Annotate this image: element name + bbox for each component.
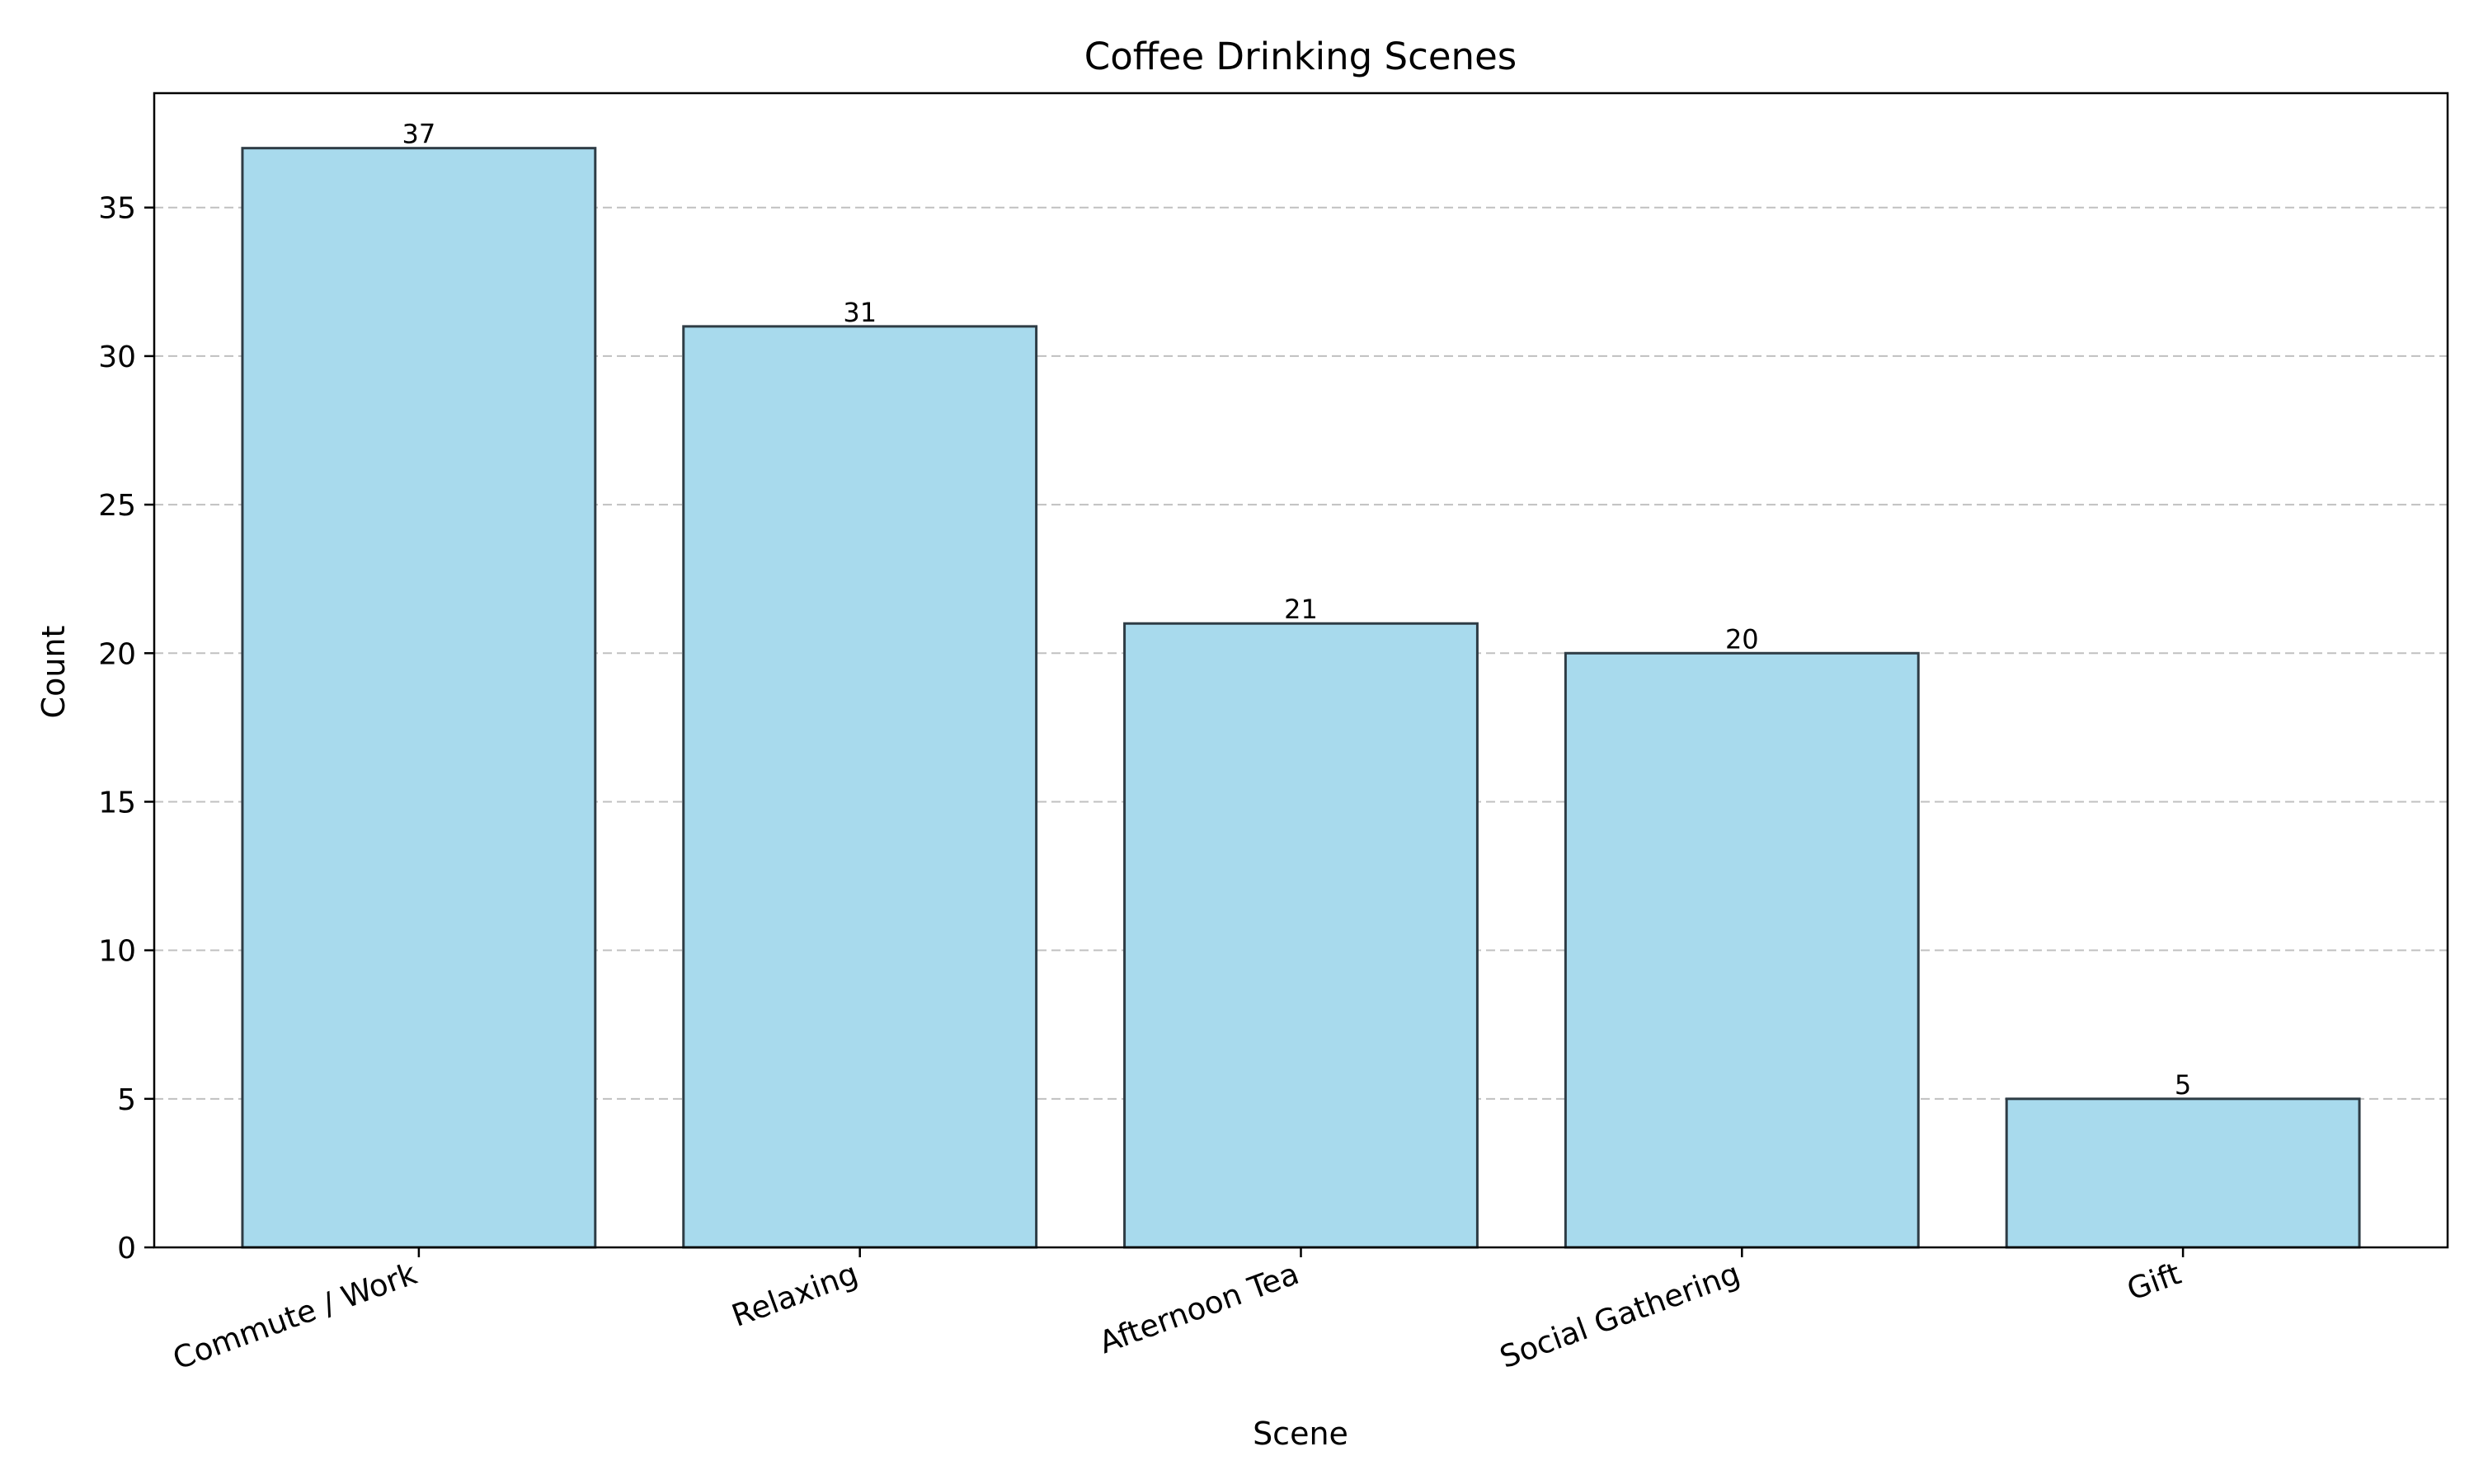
bar: [1564, 651, 1920, 1249]
bar: [241, 147, 597, 1249]
y-tick-label: 35: [98, 192, 136, 226]
data-label: 37: [402, 119, 436, 150]
y-tick-label: 30: [98, 340, 136, 374]
y-tick-label: 5: [117, 1083, 136, 1117]
y-tick-label: 25: [98, 489, 136, 523]
bar: [2005, 1097, 2361, 1249]
data-label: 5: [2175, 1069, 2191, 1101]
y-axis-label: Count: [35, 626, 72, 719]
y-tick-label: 0: [117, 1232, 136, 1266]
x-tick-label: Gift: [2123, 1256, 2186, 1308]
x-tick-label: Relaxing: [727, 1256, 863, 1334]
data-label: 20: [1725, 623, 1759, 655]
y-tick-label: 15: [98, 786, 136, 819]
x-axis-label: Scene: [1253, 1416, 1348, 1452]
y-axis-ticks: 0 5 10 15 20 25 30 35: [98, 192, 154, 1266]
x-tick-label: Afternoon Tea: [1094, 1256, 1303, 1360]
x-tick-label: Commute / Work: [168, 1256, 421, 1377]
y-tick-label: 20: [98, 637, 136, 671]
x-axis-ticks: Commute / Work Relaxing Afternoon Tea Socia…: [168, 1247, 2185, 1377]
data-label: 21: [1284, 594, 1318, 625]
x-tick-label: Social Gathering: [1495, 1256, 1744, 1375]
bar: [1123, 622, 1479, 1249]
data-label: 31: [843, 297, 877, 328]
data-labels: 37 31 21 20 5: [402, 119, 2192, 1101]
bars: [241, 147, 2361, 1249]
chart-title: Coffee Drinking Scenes: [1084, 35, 1517, 78]
bar: [682, 325, 1038, 1249]
y-tick-label: 10: [98, 935, 136, 969]
